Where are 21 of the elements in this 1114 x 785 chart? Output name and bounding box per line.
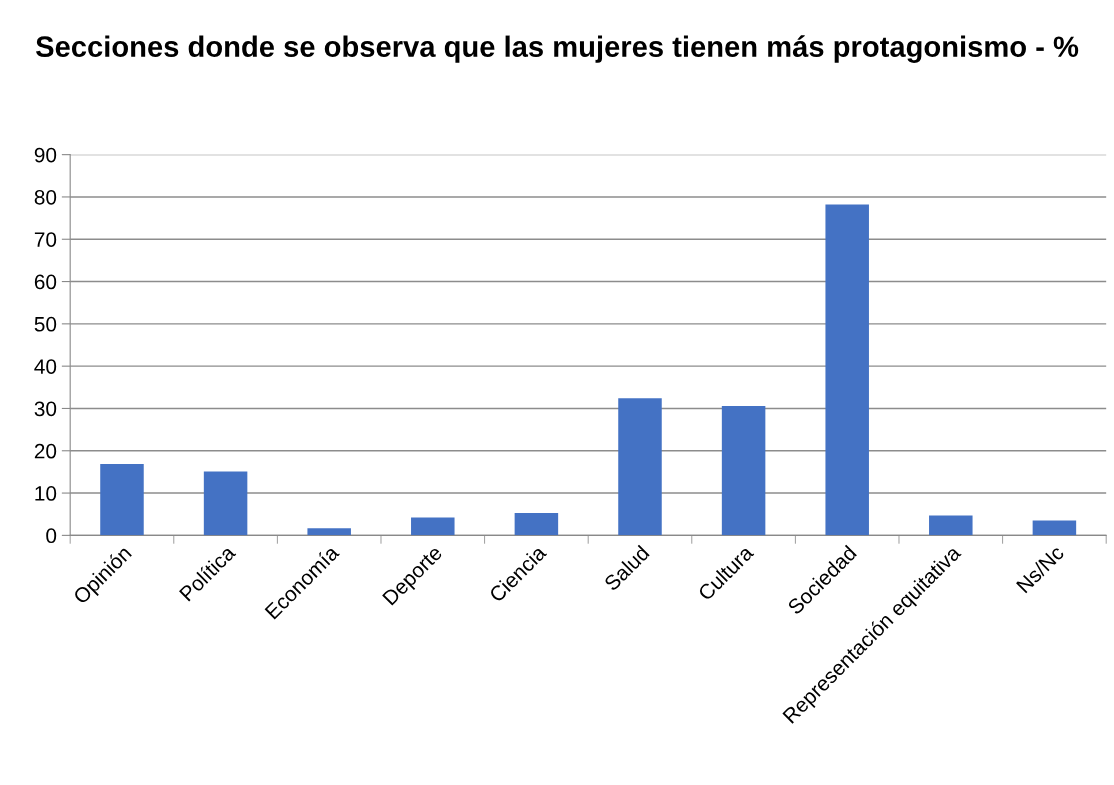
bar (825, 204, 869, 536)
y-tick-label: 20 (34, 443, 57, 459)
y-tick-label: 40 (34, 359, 57, 374)
bar (411, 517, 455, 536)
y-tick-label: 70 (34, 232, 57, 247)
bar (100, 463, 144, 536)
bar (307, 528, 351, 536)
y-tick-label: 50 (34, 316, 57, 332)
bar (929, 515, 973, 536)
bar (514, 512, 559, 536)
y-tick-label: 30 (34, 401, 57, 417)
y-tick-label: 90 (34, 147, 57, 163)
chart-title: Secciones donde se observa que las mujeres tienen más protagonismo - % (35, 35, 1079, 63)
bar (721, 405, 766, 536)
bar (618, 398, 662, 536)
y-tick-label: 60 (34, 274, 57, 290)
y-tick-label: 80 (34, 189, 57, 205)
bar (203, 471, 248, 536)
bar (1032, 520, 1077, 536)
y-tick-label: 0 (46, 528, 57, 544)
y-tick-label: 10 (35, 486, 57, 501)
